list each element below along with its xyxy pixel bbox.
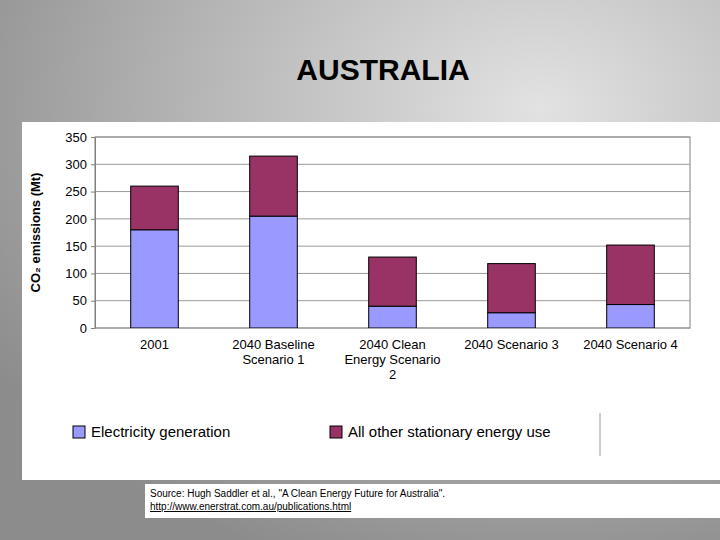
y-axis-line [95, 138, 96, 329]
y-tick-mark [91, 219, 95, 220]
y-tick-label: 100 [65, 266, 87, 281]
bar [607, 245, 655, 304]
source-text: Source: Hugh Saddler et al., "A Clean En… [150, 488, 445, 499]
source-link: http://www.enerstrat.com.au/publications… [150, 501, 351, 512]
y-tick-label: 200 [65, 212, 87, 227]
grid [95, 137, 690, 328]
y-tick-label: 350 [65, 130, 87, 145]
bar [488, 264, 536, 313]
x-tick-label: 2001 [140, 337, 169, 352]
legend-label: All other stationary energy use [348, 423, 551, 440]
x-tick-label-line: 2040 Scenario 3 [464, 337, 559, 352]
bar [131, 230, 179, 328]
x-tick-label-line: 2040 Clean [359, 337, 426, 352]
chart-svg: AUSTRALIA 0 50 100 150 200 250 300 350 2001 2040 B… [0, 0, 720, 540]
x-tick-label-line: 2040 Scenario 4 [583, 337, 678, 352]
y-tick-label: 50 [73, 293, 87, 308]
bars [131, 156, 655, 328]
y-axis-title: CO₂ emissions (Mt) [28, 173, 43, 293]
x-tick-label: 2040 Scenario 3 [464, 337, 559, 352]
chart-container: AUSTRALIA 0 50 100 150 200 250 300 350 2001 2040 B… [0, 0, 720, 540]
x-tick-label-line: 2001 [140, 337, 169, 352]
y-tick-mark [91, 246, 95, 247]
x-tick-label: 2040 BaselineScenario 1 [232, 337, 314, 367]
legend-swatch [330, 426, 342, 438]
x-tick: 2040 Scenario 3 [464, 337, 559, 352]
x-tick: 2040 CleanEnergy Scenario2 [344, 337, 440, 382]
x-tick-label-line: Scenario 1 [242, 352, 304, 367]
title: AUSTRALIA [296, 53, 469, 86]
y-axis: 0 50 100 150 200 250 300 350 [65, 130, 95, 336]
grid-line [95, 191, 690, 192]
bar [369, 257, 417, 306]
y-tick-mark [91, 328, 95, 329]
y-tick: 0 [80, 321, 95, 336]
y-tick: 300 [65, 157, 95, 172]
bar [250, 216, 298, 328]
y-tick: 150 [65, 239, 95, 254]
bar [131, 186, 179, 230]
x-tick: 2001 [140, 337, 169, 352]
x-tick-label: 2040 CleanEnergy Scenario2 [344, 337, 440, 382]
bar [369, 306, 417, 328]
y-tick-label: 250 [65, 184, 87, 199]
y-tick: 50 [73, 293, 95, 308]
grid-line [95, 164, 690, 165]
bar [607, 305, 655, 328]
legend-label: Electricity generation [91, 423, 230, 440]
y-tick: 200 [65, 212, 95, 227]
x-tick: 2040 Scenario 4 [583, 337, 678, 352]
x-tick-label: 2040 Scenario 4 [583, 337, 678, 352]
y-tick-label: 150 [65, 239, 87, 254]
legend-divider [600, 413, 601, 456]
legend: Electricity generation All other stationa… [73, 413, 600, 456]
y-tick-label: 300 [65, 157, 87, 172]
bar [250, 156, 298, 216]
y-tick-mark [91, 192, 95, 193]
bar [488, 313, 536, 328]
chart-panel [22, 122, 720, 480]
y-tick: 250 [65, 184, 95, 199]
y-tick-label: 0 [80, 321, 87, 336]
y-tick: 350 [65, 130, 95, 145]
y-tick-mark [91, 273, 95, 274]
plot-frame [95, 137, 690, 328]
grid-line [95, 218, 690, 219]
y-tick-mark [91, 164, 95, 165]
x-tick-label-line: 2 [389, 367, 396, 382]
slide-background [0, 0, 720, 540]
x-axis: 2001 2040 BaselineScenario 1 2040 CleanEne… [140, 337, 678, 382]
x-tick-label-line: 2040 Baseline [232, 337, 314, 352]
grid-line [95, 137, 690, 138]
source-panel [145, 484, 720, 518]
x-tick-label-line: Energy Scenario [344, 352, 440, 367]
y-tick-mark [91, 301, 95, 302]
x-tick: 2040 BaselineScenario 1 [232, 337, 314, 367]
legend-swatch [73, 426, 85, 438]
y-tick: 100 [65, 266, 95, 281]
y-tick-mark [91, 137, 95, 138]
grid-line [95, 246, 690, 247]
